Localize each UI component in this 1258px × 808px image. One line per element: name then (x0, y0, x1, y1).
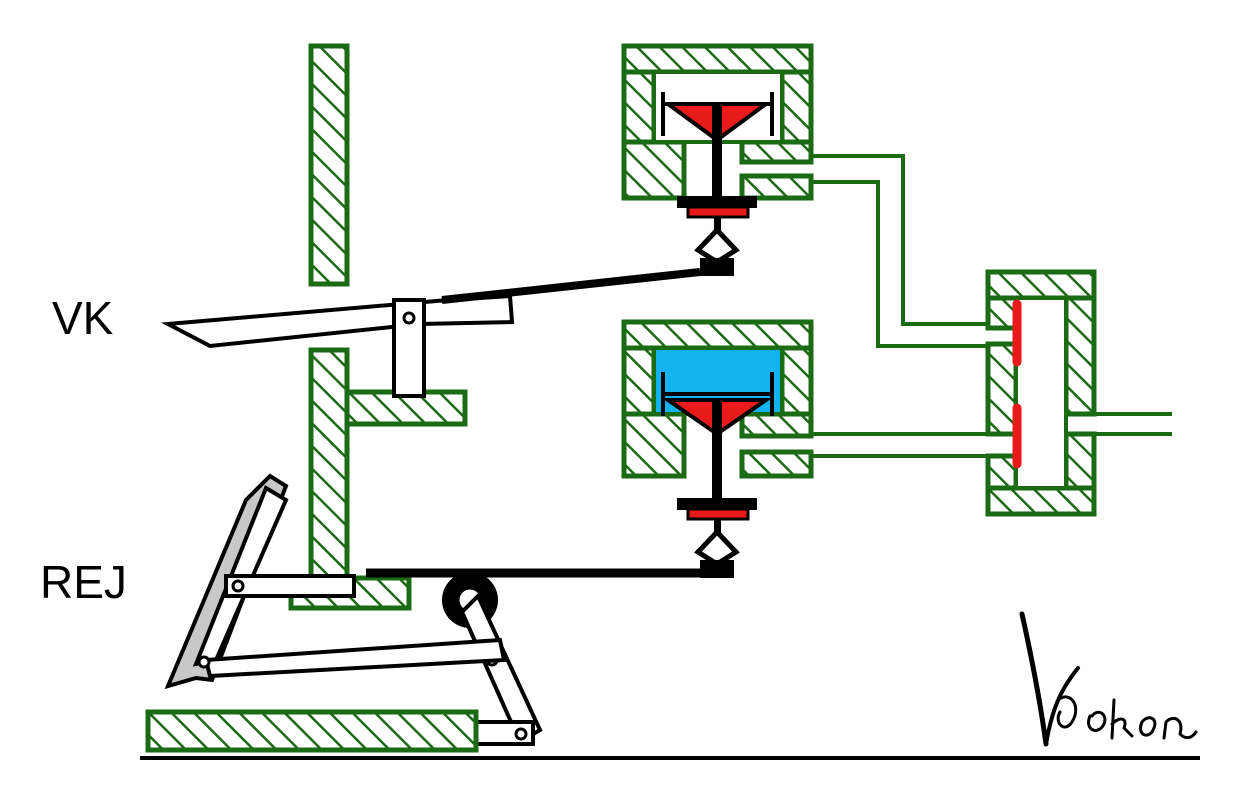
lower-valve-housing (621, 319, 814, 479)
pressure-pipes (811, 154, 1172, 458)
vertical-guide-upper (308, 43, 350, 287)
base-plate (145, 709, 479, 753)
signature-logo (1019, 611, 1198, 747)
brake-cylinder (985, 269, 1097, 517)
brake-pedal (164, 473, 507, 690)
label-vk: VK (52, 292, 114, 344)
label-rej: REJ (40, 556, 127, 608)
vk-lever (161, 268, 716, 398)
upper-valve-plunger (661, 92, 774, 276)
